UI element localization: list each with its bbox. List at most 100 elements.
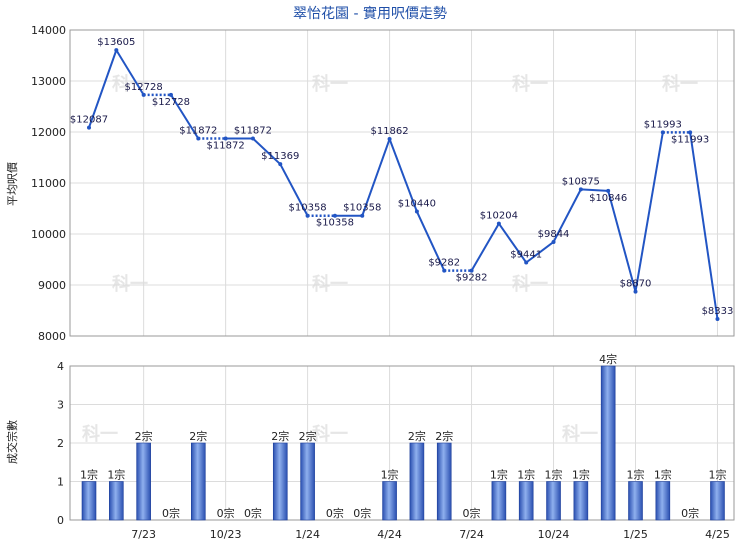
frame-layer [69,29,735,521]
price-point [688,130,693,135]
price-line-segment [470,223,500,272]
price-line-segment [388,138,418,212]
x-tick-label: 4/25 [705,528,730,541]
watermark-text: 科一 [512,273,548,295]
price-line-segment [88,49,118,128]
count-bar [710,481,725,521]
count-data-label: 2宗 [299,429,317,443]
price-point [332,213,337,218]
price-point [660,130,665,135]
count-bar [382,481,397,521]
price-data-label: $10846 [589,193,627,204]
count-data-label: 2宗 [408,429,426,443]
count-data-label: 1宗 [627,468,645,482]
price-line-segment [498,223,528,264]
count-y-tick-label: 1 [57,476,64,489]
line-layer [87,48,720,322]
x-tick-label: 1/25 [623,528,648,541]
count-data-label: 0宗 [162,506,180,520]
price-point [414,209,419,214]
price-point [360,213,365,218]
count-bar [81,481,97,521]
price-data-label: $10875 [562,176,600,187]
count-data-label: 1宗 [572,468,590,482]
price-point [524,260,529,265]
price-y-tick-label: 10000 [31,228,66,241]
count-data-label: 0宗 [353,506,371,520]
count-y-tick-label: 3 [57,399,64,412]
price-point [606,188,611,193]
price-line-segment [115,49,145,96]
count-data-label: 0宗 [463,506,481,520]
count-data-label: 1宗 [708,468,726,482]
price-point [250,136,255,141]
x-tick-label: 10/24 [538,528,570,541]
price-data-label: $8870 [620,279,652,290]
count-data-label: 1宗 [107,468,125,482]
count-data-label: 1宗 [654,468,672,482]
price-y-axis-label: 平均呎價 [5,162,19,206]
count-data-label: 4宗 [599,352,617,366]
count-bar [655,481,671,521]
watermark-text: 科一 [312,273,348,295]
watermark-text: 科一 [82,423,118,445]
x-tick-label: 1/24 [295,528,320,541]
price-data-label: $11993 [644,119,682,130]
count-plot-frame [69,365,735,521]
price-data-label: $8333 [702,306,734,317]
count-y-tick-label: 4 [57,360,64,373]
price-line-segment [552,188,582,243]
count-data-label: 0宗 [217,506,235,520]
count-bar [300,442,315,521]
price-data-label: $11872 [179,126,217,137]
count-bar [628,481,643,521]
count-data-label: 0宗 [244,506,262,520]
count-data-label: 2宗 [435,429,453,443]
price-plot-frame [69,29,735,337]
price-line-segment [580,188,609,192]
price-data-label: $9282 [456,273,488,284]
count-bar [518,481,534,521]
price-line-segment [634,132,664,292]
x-tick-label: 7/23 [131,528,156,541]
count-data-label: 0宗 [326,506,344,520]
price-point [442,268,447,273]
count-y-tick-label: 2 [57,437,64,450]
watermark-text: 科一 [112,73,148,95]
count-data-label: 2宗 [189,429,207,443]
price-y-tick-label: 8000 [38,330,66,343]
count-bar [409,442,425,521]
count-bar [491,481,507,521]
price-y-tick-label: 11000 [31,177,66,190]
price-y-tick-label: 9000 [38,279,66,292]
chart-title: 翠怡花園 - 實用呎價走勢 [293,5,447,22]
price-line-segment [607,190,637,292]
count-bar [109,481,124,521]
count-data-label: 2宗 [135,429,153,443]
price-point [387,137,392,142]
count-bar [546,481,561,521]
watermark-text: 科一 [662,73,698,95]
price-data-label: $11993 [671,134,709,145]
price-line-segment [689,132,719,320]
watermark-text: 科一 [112,273,148,295]
price-data-label: $9844 [538,229,570,240]
label-layer: 8000 9000 10000 11000 12000 13000 14000 0 1 2 3 4 $1… [31,24,733,541]
price-data-label: $10358 [316,218,354,229]
price-data-label: $12728 [125,82,163,93]
price-point [223,136,228,141]
count-data-label: 0宗 [681,506,699,520]
price-point [633,289,638,294]
price-point [87,125,91,130]
price-y-tick-label: 13000 [31,75,66,88]
price-point [114,48,119,53]
count-y-axis-label: 成交宗數 [5,420,19,464]
price-line-segment [415,211,446,272]
price-point [305,213,310,218]
count-y-tick-label: 0 [57,514,64,527]
price-data-label: $11369 [261,151,299,162]
count-bar [600,365,616,521]
